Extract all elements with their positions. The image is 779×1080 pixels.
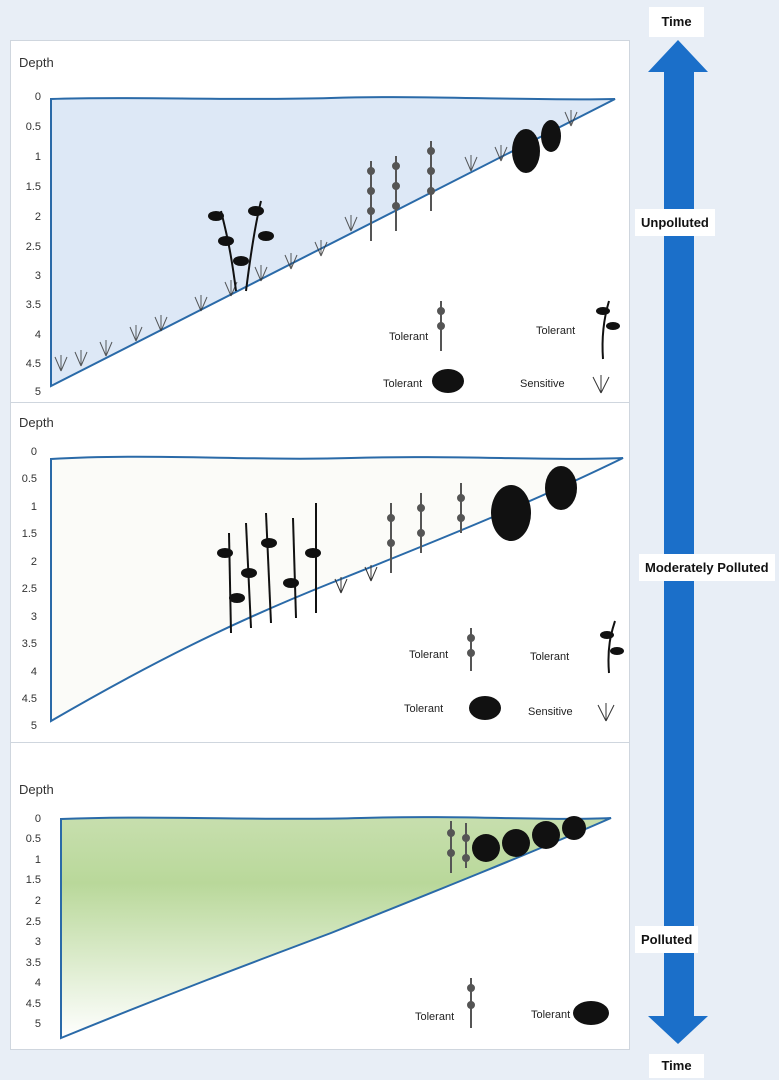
lake-basin bbox=[50, 455, 624, 723]
tick-label: 1.5 bbox=[25, 874, 41, 886]
tick-label: 1 bbox=[34, 854, 41, 866]
legend-label: Tolerant bbox=[383, 378, 423, 390]
legend-label: Tolerant bbox=[389, 331, 429, 343]
legend-label: Tolerant bbox=[531, 1009, 571, 1021]
tick-label: 3.5 bbox=[25, 957, 41, 969]
tick-label: 0 bbox=[34, 91, 41, 103]
tick-label: 1 bbox=[34, 151, 41, 163]
tick-label: 4.5 bbox=[25, 358, 41, 370]
tick-label: 1.5 bbox=[25, 181, 41, 193]
tick-label: 3.5 bbox=[25, 299, 41, 311]
tick-label: 0 bbox=[34, 813, 41, 825]
tick-label: 3 bbox=[34, 270, 41, 282]
tick-label: 5 bbox=[30, 720, 37, 732]
legend-label: Tolerant bbox=[530, 651, 570, 663]
legend-label: Tolerant bbox=[536, 325, 576, 337]
tick-label: 2.5 bbox=[21, 583, 37, 595]
tick-label: 0.5 bbox=[21, 473, 37, 485]
legend-label: Tolerant bbox=[404, 703, 444, 715]
legend-label: Sensitive bbox=[520, 378, 565, 390]
tick-label: 3 bbox=[30, 611, 37, 623]
lake-basin bbox=[50, 96, 616, 388]
sensitive-plants bbox=[54, 110, 578, 372]
tick-label: 3 bbox=[34, 936, 41, 948]
tolerant-bushes bbox=[491, 466, 577, 541]
stage-label-polluted: Polluted bbox=[635, 926, 699, 953]
tick-label: 4.5 bbox=[21, 693, 37, 705]
tick-label: 5 bbox=[34, 1018, 41, 1030]
time-label-bottom: Time bbox=[649, 1054, 704, 1078]
depth-axis-title: Depth bbox=[19, 782, 54, 797]
leafy-plant bbox=[208, 200, 274, 292]
sensitive-plants bbox=[334, 565, 378, 594]
depth-axis-title: Depth bbox=[19, 415, 54, 430]
tolerant-bushes bbox=[512, 120, 561, 173]
tick-label: 0.5 bbox=[25, 121, 41, 133]
tick-label: 2 bbox=[34, 895, 41, 907]
stage-label-moderately-polluted: Moderately Polluted bbox=[639, 554, 775, 581]
lake-profile-unpolluted bbox=[50, 96, 616, 388]
tick-label: 4 bbox=[30, 666, 37, 678]
tick-label: 2 bbox=[34, 211, 41, 223]
panel-moderately-polluted: Depth 0 0.5 1 1.5 2 2.5 3 3.5 4 4.5 5 To… bbox=[10, 402, 630, 744]
tick-label: 0 bbox=[30, 446, 37, 458]
tick-label: 1.5 bbox=[21, 528, 37, 540]
legend-label: Sensitive bbox=[528, 706, 573, 718]
panel-polluted: Depth 0 0.5 1 1.5 2 2.5 3 3.5 4 4.5 5 To… bbox=[10, 742, 630, 1050]
lake-profile-polluted bbox=[60, 816, 612, 1040]
lake-basin bbox=[60, 816, 612, 1040]
tolerant-stalks bbox=[367, 141, 435, 241]
arrow-down-head bbox=[648, 1016, 708, 1044]
tick-label: 4.5 bbox=[25, 998, 41, 1010]
legend-label: Tolerant bbox=[415, 1011, 455, 1023]
tolerant-stalks bbox=[447, 821, 470, 873]
tolerant-stalks bbox=[387, 483, 465, 573]
tick-label: 3.5 bbox=[21, 638, 37, 650]
tick-label: 2.5 bbox=[25, 241, 41, 253]
leafy-plants bbox=[217, 503, 321, 634]
arrow-up-head bbox=[648, 40, 708, 72]
tick-label: 2 bbox=[30, 556, 37, 568]
tick-label: 0.5 bbox=[25, 833, 41, 845]
tick-label: 4 bbox=[34, 329, 41, 341]
panel-unpolluted: Depth 0 0.5 1 1.5 2 2.5 3 3.5 4 4.5 5 To… bbox=[10, 40, 630, 404]
tick-label: 5 bbox=[34, 386, 41, 398]
tick-label: 1 bbox=[30, 501, 37, 513]
tolerant-bushes bbox=[472, 816, 586, 862]
lake-profile-moderate bbox=[50, 455, 624, 723]
stage-label-unpolluted: Unpolluted bbox=[635, 209, 715, 236]
tick-label: 2.5 bbox=[25, 916, 41, 928]
depth-axis-title: Depth bbox=[19, 55, 54, 70]
time-label-top: Time bbox=[649, 7, 704, 37]
legend-label: Tolerant bbox=[409, 649, 449, 661]
tick-label: 4 bbox=[34, 977, 41, 989]
